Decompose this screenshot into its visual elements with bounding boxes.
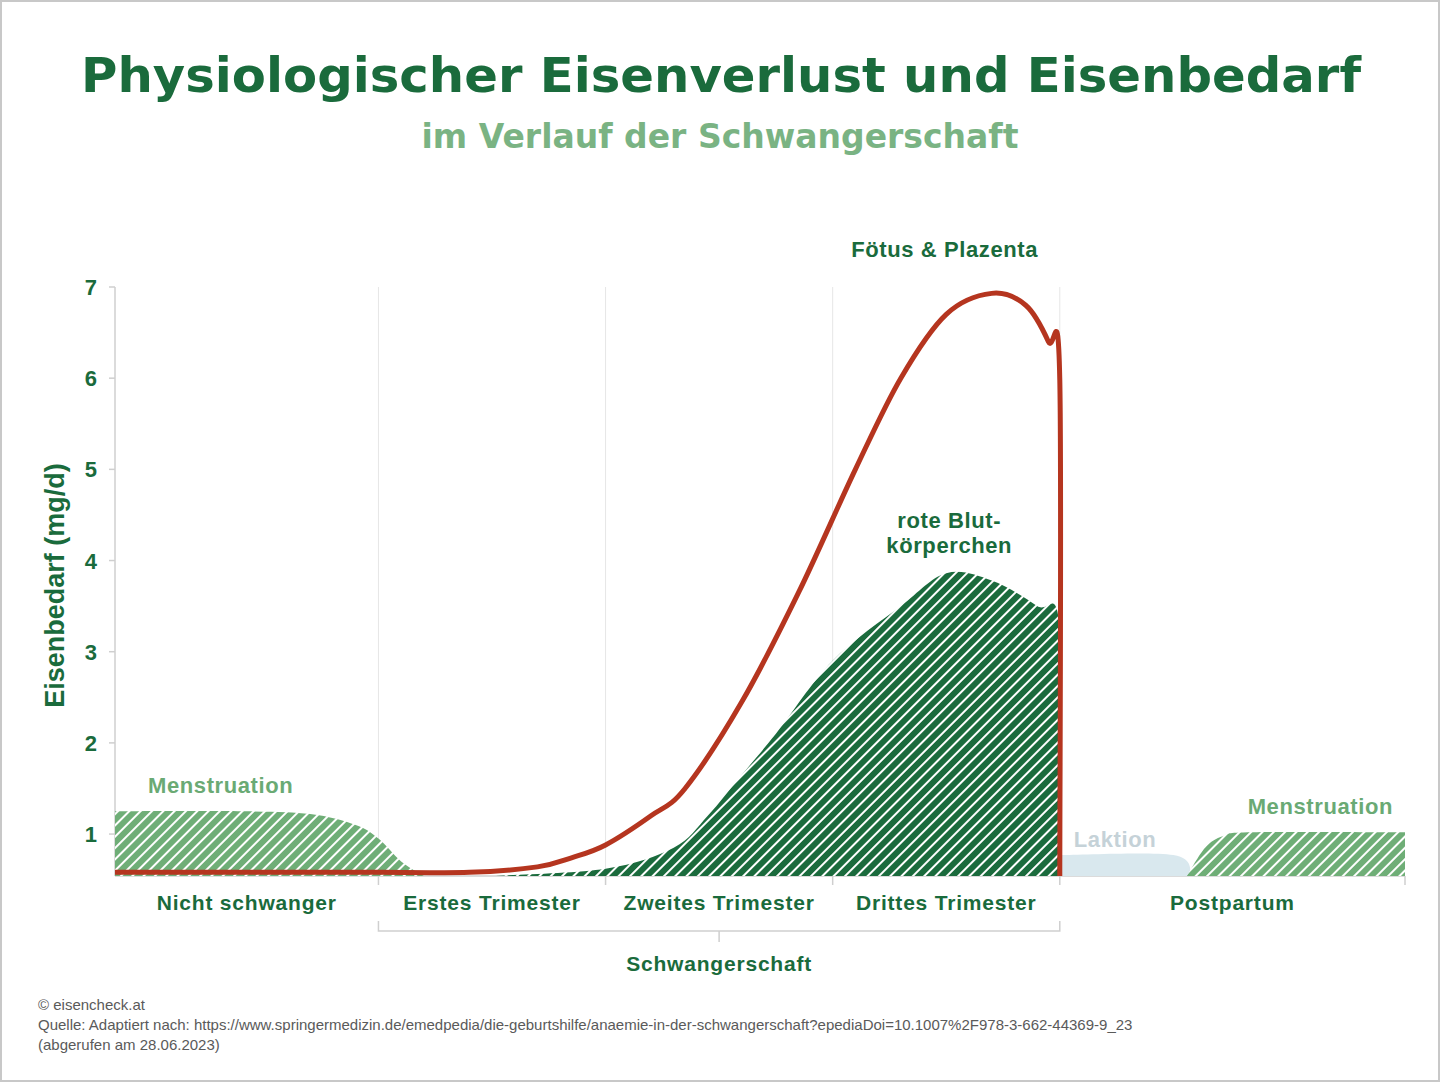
- source-line: Quelle: Adaptiert nach: https://www.spri…: [38, 1016, 1132, 1033]
- region-tick: [378, 876, 380, 885]
- series-label-line: Laktion: [1074, 827, 1156, 852]
- y-tick-label: 6: [85, 366, 97, 391]
- y-axis: 1 2 3 4 5 6 7 Eisenbedarf (mg/d): [40, 275, 1405, 876]
- x-regions: Nicht schwanger Erstes Trimester Zweites T…: [157, 876, 1405, 975]
- region-label: Drittes Trimester: [856, 891, 1037, 914]
- y-axis-title: Eisenbedarf (mg/d): [40, 463, 70, 708]
- y-tick-label: 1: [85, 822, 97, 847]
- y-tick: [109, 377, 115, 379]
- series-label: rote Blut-körperchen: [886, 508, 1012, 558]
- region-label: Postpartum: [1170, 891, 1295, 914]
- series-label-line: Fötus & Plazenta: [851, 237, 1038, 262]
- area: [492, 572, 1061, 876]
- source-line: (abgerufen am 28.06.2023): [38, 1036, 220, 1053]
- y-tick-label: 3: [85, 640, 97, 665]
- y-tick-label: 4: [85, 549, 98, 574]
- y-axis-line: [114, 287, 116, 876]
- area: [115, 811, 424, 876]
- source-line: © eisencheck.at: [38, 996, 146, 1013]
- region-label: Erstes Trimester: [403, 891, 580, 914]
- series-label: Menstruation: [148, 773, 293, 798]
- region-tick: [1059, 876, 1061, 885]
- series-label-line: rote Blut-: [897, 508, 1001, 533]
- series-labels: Menstruation Laktion Menstruation rote Blut…: [148, 237, 1393, 852]
- y-tick: [109, 560, 115, 562]
- grid-line: [378, 287, 379, 876]
- series-label-line: Menstruation: [148, 773, 293, 798]
- region-tick: [605, 876, 607, 885]
- subtitle: im Verlauf der Schwangerschaft: [422, 117, 1019, 156]
- region-tick: [1404, 876, 1406, 885]
- group-label: Schwangerschaft: [626, 952, 812, 975]
- area: [1060, 853, 1192, 876]
- series-label: Laktion: [1074, 827, 1156, 852]
- region-label: Nicht schwanger: [157, 891, 337, 914]
- grid-line: [605, 287, 606, 876]
- series-label-line: körperchen: [886, 533, 1012, 558]
- y-tick-label: 2: [85, 731, 97, 756]
- plot-data: [115, 293, 1405, 876]
- title: Physiologischer Eisenverlust und Eisenbe…: [81, 47, 1362, 103]
- line: [115, 293, 1061, 876]
- series-label: Menstruation: [1248, 794, 1393, 819]
- y-tick: [109, 286, 115, 288]
- region-label: Zweites Trimester: [624, 891, 815, 914]
- area: [1187, 832, 1405, 876]
- chart: Physiologischer Eisenverlust und Eisenbe…: [0, 0, 1440, 1082]
- y-tick-label: 7: [85, 275, 97, 300]
- y-tick: [109, 469, 115, 471]
- region-tick: [832, 876, 834, 885]
- source: © eisencheck.at Quelle: Adaptiert nach: h…: [38, 996, 1132, 1053]
- series-label-line: Menstruation: [1248, 794, 1393, 819]
- series-label: Fötus & Plazenta: [851, 237, 1038, 262]
- group-bracket: [378, 921, 1059, 942]
- y-tick: [109, 833, 115, 835]
- y-tick: [109, 651, 115, 653]
- y-tick: [109, 742, 115, 744]
- frame: [1, 1, 1439, 1081]
- y-tick-label: 5: [85, 457, 97, 482]
